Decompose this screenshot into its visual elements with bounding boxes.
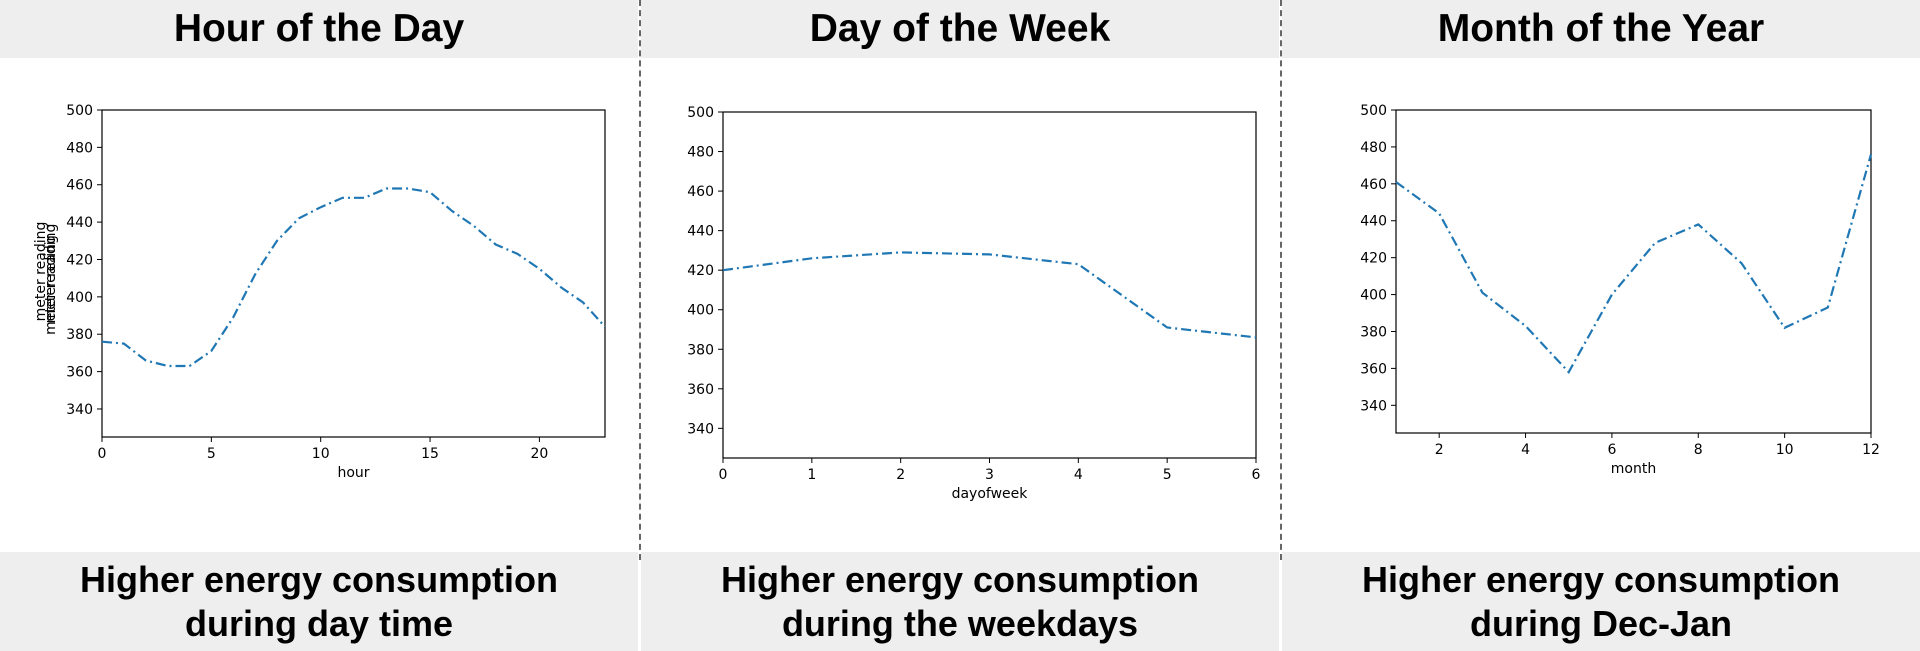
y-tick-label: 460	[66, 178, 93, 194]
panel-header-hour: Hour of the Day	[0, 0, 638, 58]
y-tick-label: 460	[1360, 177, 1387, 193]
y-tick-label: 340	[66, 402, 93, 418]
y-tick-label: 340	[1360, 398, 1387, 414]
y-tick-label: 440	[687, 224, 714, 240]
data-point	[1611, 293, 1613, 295]
y-tick-label: 360	[1360, 361, 1387, 377]
x-tick-label: 5	[1163, 467, 1172, 483]
x-tick-label: 5	[207, 446, 216, 462]
caption-line: during the weekdays	[781, 602, 1139, 644]
x-tick-label: 10	[1776, 442, 1794, 458]
caption-line: Higher energy consumption	[79, 558, 559, 600]
y-tick-label: 360	[687, 382, 714, 398]
y-tick-label: 360	[66, 365, 93, 381]
panel-divider	[639, 0, 641, 560]
caption-line: during day time	[184, 602, 454, 644]
data-point	[1740, 262, 1742, 264]
x-tick-label: 8	[1694, 442, 1703, 458]
data-point	[1395, 181, 1397, 183]
data-point	[1481, 292, 1483, 294]
data-point	[1654, 242, 1656, 244]
y-tick-label: 480	[1360, 140, 1387, 156]
plot-frame	[1395, 109, 1872, 434]
x-tick-label: 4	[1521, 442, 1530, 458]
y-tick-label: 340	[687, 421, 714, 437]
y-tick-label: 400	[1360, 288, 1387, 304]
x-tick-label: 10	[312, 446, 330, 462]
y-tick-label: 500	[1360, 103, 1387, 119]
y-tick-label: 400	[66, 290, 93, 306]
y-tick-label: 500	[66, 103, 93, 119]
x-axis-label: dayofweek	[952, 486, 1029, 502]
x-axis-label: hour	[337, 465, 369, 481]
x-tick-label: 3	[985, 467, 994, 483]
x-tick-label: 15	[421, 446, 439, 462]
data-point	[1568, 371, 1570, 373]
x-tick-label: 6	[1252, 467, 1261, 483]
y-tick-label: 380	[687, 342, 714, 358]
data-point	[1827, 306, 1829, 308]
plot-frame	[101, 109, 606, 438]
y-tick-label: 400	[687, 303, 714, 319]
y-axis-label: meter reading	[43, 235, 59, 335]
y-tick-label: 440	[66, 215, 93, 231]
data-point	[1697, 223, 1699, 225]
x-tick-label: 20	[530, 446, 548, 462]
data-point	[1524, 325, 1526, 327]
x-tick-label: 4	[1074, 467, 1083, 483]
y-tick-label: 420	[1360, 251, 1387, 267]
series-line	[1395, 154, 1873, 374]
data-point	[1438, 212, 1440, 214]
caption-line: Higher energy consumption	[720, 558, 1200, 600]
y-tick-label: 460	[687, 184, 714, 200]
y-tick-label: 420	[66, 252, 93, 268]
y-axis-label: meter reading	[43, 224, 59, 324]
x-axis-label: month	[1611, 461, 1656, 477]
y-tick-label: 500	[687, 105, 714, 121]
panel-header-day: Day of the Week	[641, 0, 1279, 58]
panel-caption-hour: Higher energy consumption during day tim…	[0, 552, 638, 651]
y-tick-label: 380	[1360, 324, 1387, 340]
x-tick-label: 0	[719, 467, 728, 483]
y-tick-label: 380	[66, 327, 93, 343]
x-tick-label: 0	[98, 446, 107, 462]
panel-divider	[1280, 0, 1282, 560]
y-tick-label: 480	[66, 140, 93, 156]
y-tick-label: 420	[687, 263, 714, 279]
panel-caption-month: Higher energy consumption during Dec-Jan	[1282, 552, 1920, 651]
x-tick-label: 6	[1607, 442, 1616, 458]
y-tick-label: 440	[1360, 214, 1387, 230]
series-line	[722, 251, 1257, 339]
y-axis-label: meter reading	[33, 222, 49, 322]
x-tick-label: 2	[896, 467, 905, 483]
x-tick-label: 2	[1435, 442, 1444, 458]
data-point	[1870, 153, 1872, 155]
panel-caption-day: Higher energy consumption during the wee…	[641, 552, 1279, 651]
panel-header-month: Month of the Year	[1282, 0, 1920, 58]
caption-line: Higher energy consumption	[1361, 558, 1841, 600]
panel-header-text: Month of the Year	[1437, 7, 1765, 50]
panel-header-text: Day of the Week	[809, 7, 1111, 50]
data-point	[1783, 327, 1785, 329]
panel-header-text: Hour of the Day	[173, 7, 465, 50]
x-tick-label: 12	[1862, 442, 1880, 458]
x-tick-label: 1	[807, 467, 816, 483]
y-tick-label: 480	[687, 145, 714, 161]
caption-line: during Dec-Jan	[1469, 602, 1733, 644]
